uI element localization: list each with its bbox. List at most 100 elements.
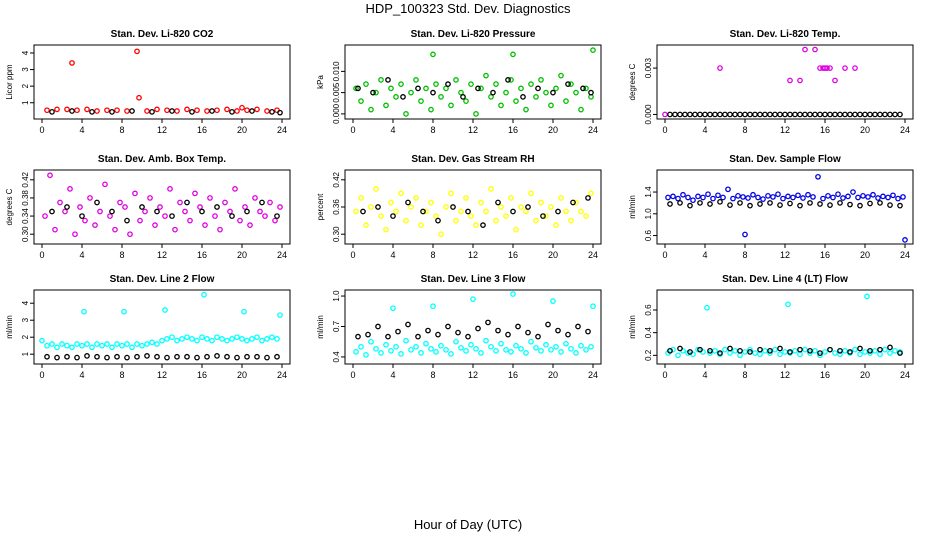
data-point bbox=[234, 354, 240, 361]
data-point bbox=[132, 190, 138, 197]
data-point bbox=[478, 85, 484, 92]
data-point bbox=[209, 337, 215, 344]
data-point bbox=[390, 305, 396, 312]
data-point bbox=[244, 107, 250, 114]
data-point bbox=[782, 111, 788, 118]
data-point bbox=[239, 104, 245, 111]
data-point bbox=[84, 341, 90, 347]
data-point bbox=[274, 336, 280, 342]
data-point bbox=[450, 204, 456, 210]
data-point bbox=[702, 111, 708, 118]
data-point bbox=[792, 111, 798, 118]
data-point bbox=[682, 111, 688, 118]
data-point bbox=[585, 195, 591, 201]
data-point bbox=[827, 111, 833, 118]
data-point bbox=[812, 347, 818, 354]
data-point bbox=[535, 333, 541, 340]
data-point bbox=[830, 194, 836, 201]
y-axis-label: Licor ppm bbox=[5, 64, 14, 99]
data-point bbox=[737, 352, 743, 359]
x-tick-label: 16 bbox=[820, 125, 830, 135]
x-tick-label: 20 bbox=[237, 370, 247, 380]
data-point bbox=[867, 111, 873, 118]
data-point bbox=[857, 111, 863, 118]
y-tick-label: 0.2 bbox=[644, 349, 653, 361]
data-point bbox=[209, 108, 215, 114]
data-point bbox=[184, 199, 190, 206]
data-point bbox=[207, 195, 213, 201]
data-point bbox=[388, 348, 394, 354]
data-point bbox=[189, 336, 195, 342]
data-point bbox=[757, 351, 763, 358]
data-point bbox=[707, 350, 713, 356]
data-point bbox=[54, 354, 60, 361]
y-tick-label: 0.005 bbox=[332, 82, 341, 103]
data-point bbox=[194, 337, 200, 344]
data-point bbox=[79, 342, 85, 349]
data-point bbox=[69, 108, 75, 114]
data-point bbox=[533, 94, 539, 100]
data-point bbox=[242, 204, 248, 210]
data-point bbox=[498, 340, 504, 347]
data-point bbox=[92, 222, 98, 228]
data-point bbox=[737, 200, 743, 206]
data-point bbox=[375, 323, 381, 330]
data-point bbox=[355, 85, 361, 92]
data-point bbox=[553, 343, 559, 350]
data-point bbox=[249, 108, 255, 114]
x-tick-label: 4 bbox=[79, 370, 84, 380]
data-point bbox=[104, 341, 110, 347]
x-tick-label: 12 bbox=[780, 250, 790, 260]
data-point bbox=[882, 346, 888, 353]
data-point bbox=[269, 334, 275, 341]
x-tick-label: 12 bbox=[157, 250, 167, 260]
data-point bbox=[52, 226, 58, 233]
data-point bbox=[727, 202, 733, 208]
data-point bbox=[234, 108, 240, 114]
data-point bbox=[687, 202, 693, 209]
data-point bbox=[149, 109, 155, 115]
data-point bbox=[229, 109, 235, 115]
data-point bbox=[194, 354, 200, 361]
data-point bbox=[99, 342, 105, 349]
panel-title: Stan. Dev. Line 3 Flow bbox=[421, 274, 526, 285]
y-tick-label: 4 bbox=[21, 50, 30, 55]
data-point bbox=[550, 298, 556, 304]
data-point bbox=[227, 208, 233, 215]
data-point bbox=[680, 191, 686, 198]
data-point bbox=[705, 191, 711, 198]
data-point bbox=[94, 108, 100, 114]
x-tick-label: 24 bbox=[588, 250, 598, 260]
data-point bbox=[229, 213, 235, 219]
data-point bbox=[827, 202, 833, 208]
y-tick-label: 0.36 bbox=[332, 199, 341, 215]
data-point bbox=[543, 341, 549, 348]
data-point bbox=[433, 81, 439, 87]
panel-title: Stan. Dev. Li-820 Pressure bbox=[411, 29, 536, 40]
data-point bbox=[882, 111, 888, 118]
data-point bbox=[355, 333, 361, 340]
x-tick-label: 16 bbox=[820, 370, 830, 380]
data-point bbox=[505, 331, 511, 338]
data-point bbox=[523, 106, 529, 113]
data-point bbox=[752, 350, 758, 356]
y-tick-label: 0.000 bbox=[332, 103, 341, 124]
data-point bbox=[832, 350, 838, 356]
data-point bbox=[122, 204, 128, 210]
data-point bbox=[97, 208, 103, 215]
data-point bbox=[563, 208, 569, 215]
data-point bbox=[860, 192, 866, 199]
data-point bbox=[199, 208, 205, 215]
panel-title: Stan. Dev. Sample Flow bbox=[729, 154, 841, 165]
y-tick-label: 0.6 bbox=[644, 229, 653, 241]
data-point bbox=[737, 347, 743, 354]
data-point bbox=[785, 193, 791, 200]
data-point bbox=[84, 106, 90, 113]
data-point bbox=[84, 353, 90, 359]
data-point bbox=[129, 344, 135, 351]
data-point bbox=[767, 347, 773, 354]
data-point bbox=[742, 349, 748, 355]
data-point bbox=[112, 226, 118, 233]
x-tick-label: 4 bbox=[79, 125, 84, 135]
panel-3: Stan. Dev. Li-820 Temp. 0 4 8 12 16 20 24 0.000 0… bbox=[628, 29, 914, 135]
